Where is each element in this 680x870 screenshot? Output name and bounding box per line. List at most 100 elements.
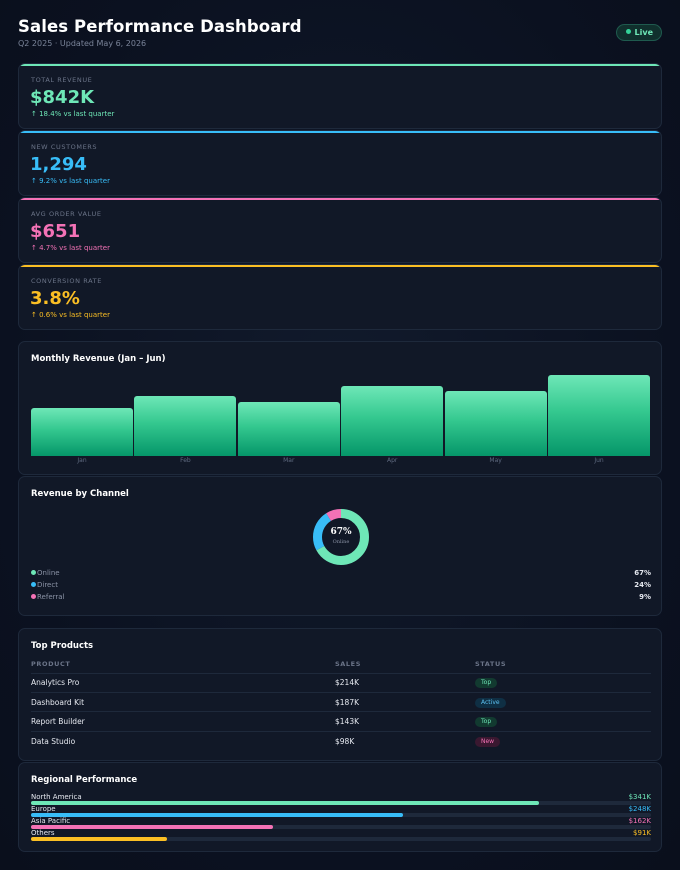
donut-center-value: 67% xyxy=(330,527,352,537)
regional-card: Regional Performance North America $341K… xyxy=(18,762,662,852)
status-badge: Top xyxy=(475,716,498,727)
legend-name: Online xyxy=(37,569,60,577)
bar-label: Feb xyxy=(180,457,191,464)
bar-may[interactable] xyxy=(444,391,547,456)
bar-jan[interactable] xyxy=(31,407,133,456)
region-name: Europe xyxy=(31,805,56,813)
monthly-revenue-bars: Jan Feb Mar Apr May Jun xyxy=(31,370,651,464)
region-name: Asia Pacific xyxy=(31,817,71,825)
product-sales: $214K xyxy=(335,672,475,693)
legend-value: 24% xyxy=(634,581,651,589)
page-subtitle: Q2 2025 · Updated May 6, 2026 xyxy=(18,39,147,48)
column-header-sales[interactable]: SALES xyxy=(335,660,361,669)
legend-name: Direct xyxy=(37,581,58,589)
kpi-value: $651 xyxy=(30,221,81,242)
legend-dot-icon xyxy=(31,582,36,587)
kpi-accent-line xyxy=(19,198,661,200)
column-header-status[interactable]: STATUS xyxy=(475,660,507,669)
status-badge: Top xyxy=(475,678,498,689)
bar-label: Mar xyxy=(283,457,295,464)
bar-label: Apr xyxy=(386,457,398,464)
kpi-delta: ↑ 4.7% vs last quarter xyxy=(31,244,110,252)
kpi-label: CONVERSION RATE xyxy=(31,277,102,285)
kpi-accent-line xyxy=(19,131,661,133)
product-sales: $143K xyxy=(335,711,475,732)
legend-dot-icon xyxy=(31,570,36,575)
top-products-card: Top Products PRODUCT SALES STATUS Analyt… xyxy=(18,628,662,761)
legend-value: 9% xyxy=(639,593,651,601)
legend-name: Referral xyxy=(37,593,65,601)
regional-title: Regional Performance xyxy=(31,775,138,785)
region-progress-fill xyxy=(31,801,540,805)
region-value: $341K xyxy=(628,793,651,801)
kpi-label: NEW CUSTOMERS xyxy=(31,143,98,151)
kpi-value: 3.8% xyxy=(30,288,80,309)
product-sales: $98K xyxy=(335,730,475,751)
bar-jun[interactable] xyxy=(548,374,650,456)
legend-dot-icon xyxy=(31,594,36,599)
kpi-delta: ↑ 9.2% vs last quarter xyxy=(31,177,110,185)
table-row[interactable]: Report Builder $143K Top xyxy=(31,711,651,732)
bar-mar[interactable] xyxy=(237,401,340,456)
legend-item-online: Online 67% xyxy=(31,569,651,579)
kpi-value: 1,294 xyxy=(30,154,87,175)
live-dot-icon xyxy=(625,29,631,34)
table-row[interactable]: Data Studio $98K New xyxy=(31,730,651,751)
region-value: $248K xyxy=(628,805,651,813)
kpi-label: AVG ORDER VALUE xyxy=(31,210,102,218)
status-badge: Active xyxy=(475,697,506,708)
kpi-label: TOTAL REVENUE xyxy=(31,76,93,84)
channel-title: Revenue by Channel xyxy=(31,489,129,499)
donut-slice-direct[interactable] xyxy=(313,509,369,565)
kpi-accent-line xyxy=(19,265,661,267)
bar-apr[interactable] xyxy=(341,385,444,456)
region-name: Others xyxy=(31,829,55,837)
top-products-title: Top Products xyxy=(31,641,94,651)
monthly-revenue-card: Monthly Revenue (Jan – Jun) Jan Feb Mar Apr… xyxy=(18,341,662,475)
region-row-europe: Europe $248K xyxy=(31,805,651,821)
kpi-delta: ↑ 18.4% vs last quarter xyxy=(31,110,115,118)
region-progress-fill xyxy=(31,825,273,829)
product-name: Data Studio xyxy=(31,730,335,751)
column-header-product[interactable]: PRODUCT xyxy=(31,660,71,669)
kpi-card-avg-order-value[interactable]: AVG ORDER VALUE $651 ↑ 4.7% vs last quar… xyxy=(18,197,662,263)
region-row-others: Others $91K xyxy=(31,829,651,845)
donut-center-label: Online xyxy=(332,539,350,545)
status-badge: New xyxy=(475,736,501,747)
product-name: Analytics Pro xyxy=(31,672,335,693)
region-progress-track xyxy=(31,837,651,841)
bar-label: May xyxy=(489,457,502,464)
channel-donut-chart xyxy=(313,509,369,565)
region-row-asia-pacific: Asia Pacific $162K xyxy=(31,817,651,833)
live-badge[interactable]: Live xyxy=(615,24,662,41)
dashboard-header: Sales Performance Dashboard Q2 2025 · Up… xyxy=(18,17,662,51)
bar-label: Jan xyxy=(77,457,87,464)
products-table: PRODUCT SALES STATUS Analytics Pro $214K… xyxy=(31,656,651,751)
channel-donut: 67% Online xyxy=(313,509,369,565)
region-progress-fill xyxy=(31,837,168,841)
kpi-card-conversion-rate[interactable]: CONVERSION RATE 3.8% ↑ 0.6% vs last quar… xyxy=(18,264,662,330)
region-value: $91K xyxy=(633,829,651,837)
region-row-north-america: North America $341K xyxy=(31,793,651,809)
region-progress-track xyxy=(31,801,651,805)
region-progress-fill xyxy=(31,813,403,817)
table-row[interactable]: Dashboard Kit $187K Active xyxy=(31,691,651,712)
region-value: $162K xyxy=(628,817,651,825)
kpi-accent-line xyxy=(19,64,661,66)
table-header-row: PRODUCT SALES STATUS xyxy=(31,656,651,673)
donut-slice-referral[interactable] xyxy=(313,509,369,565)
kpi-card-new-customers[interactable]: NEW CUSTOMERS 1,294 ↑ 9.2% vs last quart… xyxy=(18,130,662,196)
page-title: Sales Performance Dashboard xyxy=(18,17,302,36)
kpi-value: $842K xyxy=(30,87,95,108)
bar-label: Jun xyxy=(594,457,604,464)
kpi-delta: ↑ 0.6% vs last quarter xyxy=(31,311,110,319)
product-name: Report Builder xyxy=(31,711,335,732)
legend-value: 67% xyxy=(634,569,651,577)
kpi-card-total-revenue[interactable]: TOTAL REVENUE $842K ↑ 18.4% vs last quar… xyxy=(18,63,662,129)
product-name: Dashboard Kit xyxy=(31,691,335,712)
bar-feb[interactable] xyxy=(134,396,237,456)
table-row[interactable]: Analytics Pro $214K Top xyxy=(31,672,651,693)
legend-item-referral: Referral 9% xyxy=(31,593,651,603)
channel-card: Revenue by Channel 67% Online Online 67%… xyxy=(18,476,662,616)
region-name: North America xyxy=(31,793,82,801)
